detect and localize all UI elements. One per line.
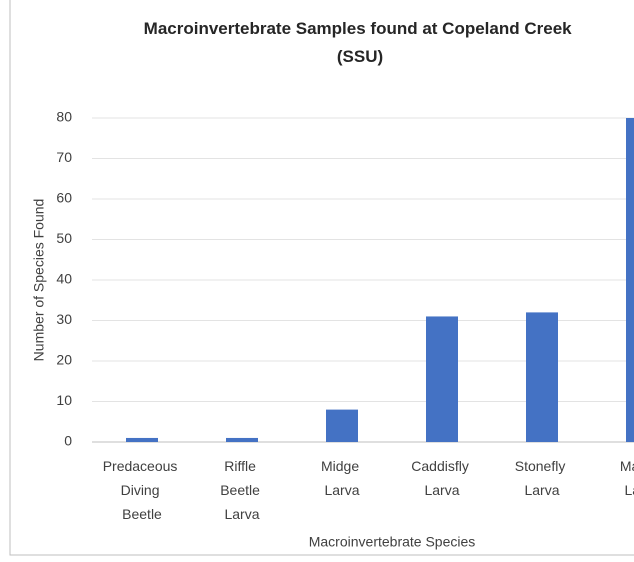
x-tick-label: Stonefly Larva	[515, 458, 569, 498]
x-tick-label: Mayfly Larva	[620, 458, 634, 498]
bar	[326, 409, 358, 442]
x-tick-label: Predaceous Diving Beetle	[103, 458, 182, 522]
bar	[426, 316, 458, 442]
x-tick-label: Riffle Beetle Larva	[220, 458, 264, 522]
x-axis-title: Macroinvertebrate Species	[309, 534, 476, 550]
bar	[226, 437, 258, 442]
x-tick-label: Caddisfly Larva	[411, 458, 472, 498]
chart-border	[9, 0, 634, 556]
y-tick-label: 50	[56, 230, 72, 246]
y-tick-label: 20	[56, 352, 72, 368]
y-tick-label: 30	[56, 311, 72, 327]
bar	[126, 437, 158, 442]
y-tick-label: 0	[64, 433, 72, 449]
y-tick-label: 60	[56, 190, 72, 206]
bar	[526, 312, 558, 442]
y-tick-label: 70	[56, 149, 72, 165]
bar	[626, 118, 634, 442]
y-tick-label: 80	[56, 109, 72, 125]
x-tick-label: Midge Larva	[321, 458, 363, 498]
y-tick-label: 10	[56, 392, 72, 408]
y-axis-title: Number of Species Found	[31, 199, 47, 362]
chart-title: Macroinvertebrate Samples found at Copel…	[144, 19, 577, 66]
y-tick-label: 40	[56, 271, 72, 287]
